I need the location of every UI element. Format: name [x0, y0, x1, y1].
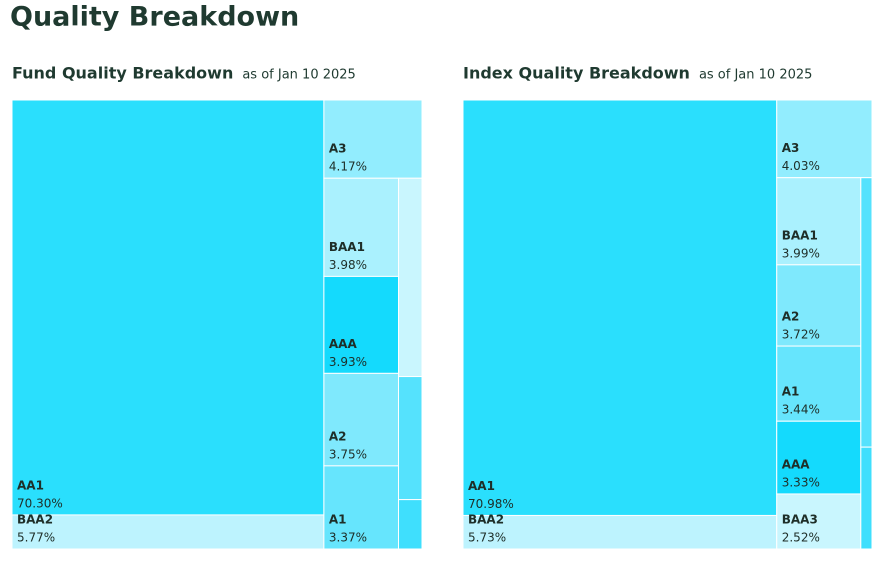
tile-label: A3	[782, 141, 800, 155]
tile	[860, 446, 873, 550]
tile-value: 3.72%	[782, 328, 820, 342]
tile-value: 3.93%	[329, 355, 367, 369]
tile-label: AAA	[782, 457, 811, 471]
tile-value: 3.44%	[782, 403, 820, 417]
tile	[776, 264, 862, 347]
tile-value: 3.37%	[329, 531, 367, 545]
tile	[323, 465, 400, 550]
tile-label: A2	[782, 310, 800, 324]
tile-label: BAA2	[468, 513, 504, 527]
tile	[860, 177, 873, 448]
tile	[323, 372, 400, 467]
chart-title: Index Quality Breakdown	[463, 64, 690, 83]
tile-label: BAA3	[782, 513, 818, 527]
tile	[398, 177, 423, 378]
tile-value: 4.17%	[329, 160, 367, 174]
chart-subtitle: as of Jan 10 2025	[699, 68, 812, 83]
tile	[398, 376, 423, 501]
tile-value: 70.30%	[17, 496, 63, 510]
tile-value: 5.77%	[17, 531, 55, 545]
tile	[323, 275, 400, 374]
tile-label: BAA1	[782, 228, 818, 242]
tile	[323, 177, 400, 277]
tile-value: 3.98%	[329, 258, 367, 272]
tile	[776, 420, 862, 495]
tile-value: 2.52%	[782, 531, 820, 545]
tile	[776, 99, 873, 179]
chart-subtitle: as of Jan 10 2025	[242, 68, 355, 83]
tile	[11, 99, 325, 516]
page-title: Quality Breakdown	[10, 2, 299, 33]
tile-label: A3	[329, 142, 347, 156]
tile	[462, 514, 778, 550]
tile	[11, 514, 325, 550]
tile-value: 3.99%	[782, 246, 820, 260]
tile-value: 4.03%	[782, 159, 820, 173]
tile-label: AA1	[468, 479, 495, 493]
tile	[398, 499, 423, 550]
tile	[462, 99, 778, 516]
tile-label: BAA1	[329, 240, 365, 254]
tile-value: 3.75%	[329, 447, 367, 461]
tile	[323, 99, 423, 179]
chart-title: Fund Quality Breakdown	[12, 64, 233, 83]
tile-label: AA1	[17, 478, 44, 492]
tile-value: 5.73%	[468, 531, 506, 545]
tile-label: A1	[782, 385, 800, 399]
tile-value: 3.33%	[782, 475, 820, 489]
tile-label: A2	[329, 429, 347, 443]
tile-label: A1	[329, 513, 347, 527]
tile-label: AAA	[329, 337, 358, 351]
tile-label: BAA2	[17, 513, 53, 527]
tile-value: 70.98%	[468, 497, 514, 511]
